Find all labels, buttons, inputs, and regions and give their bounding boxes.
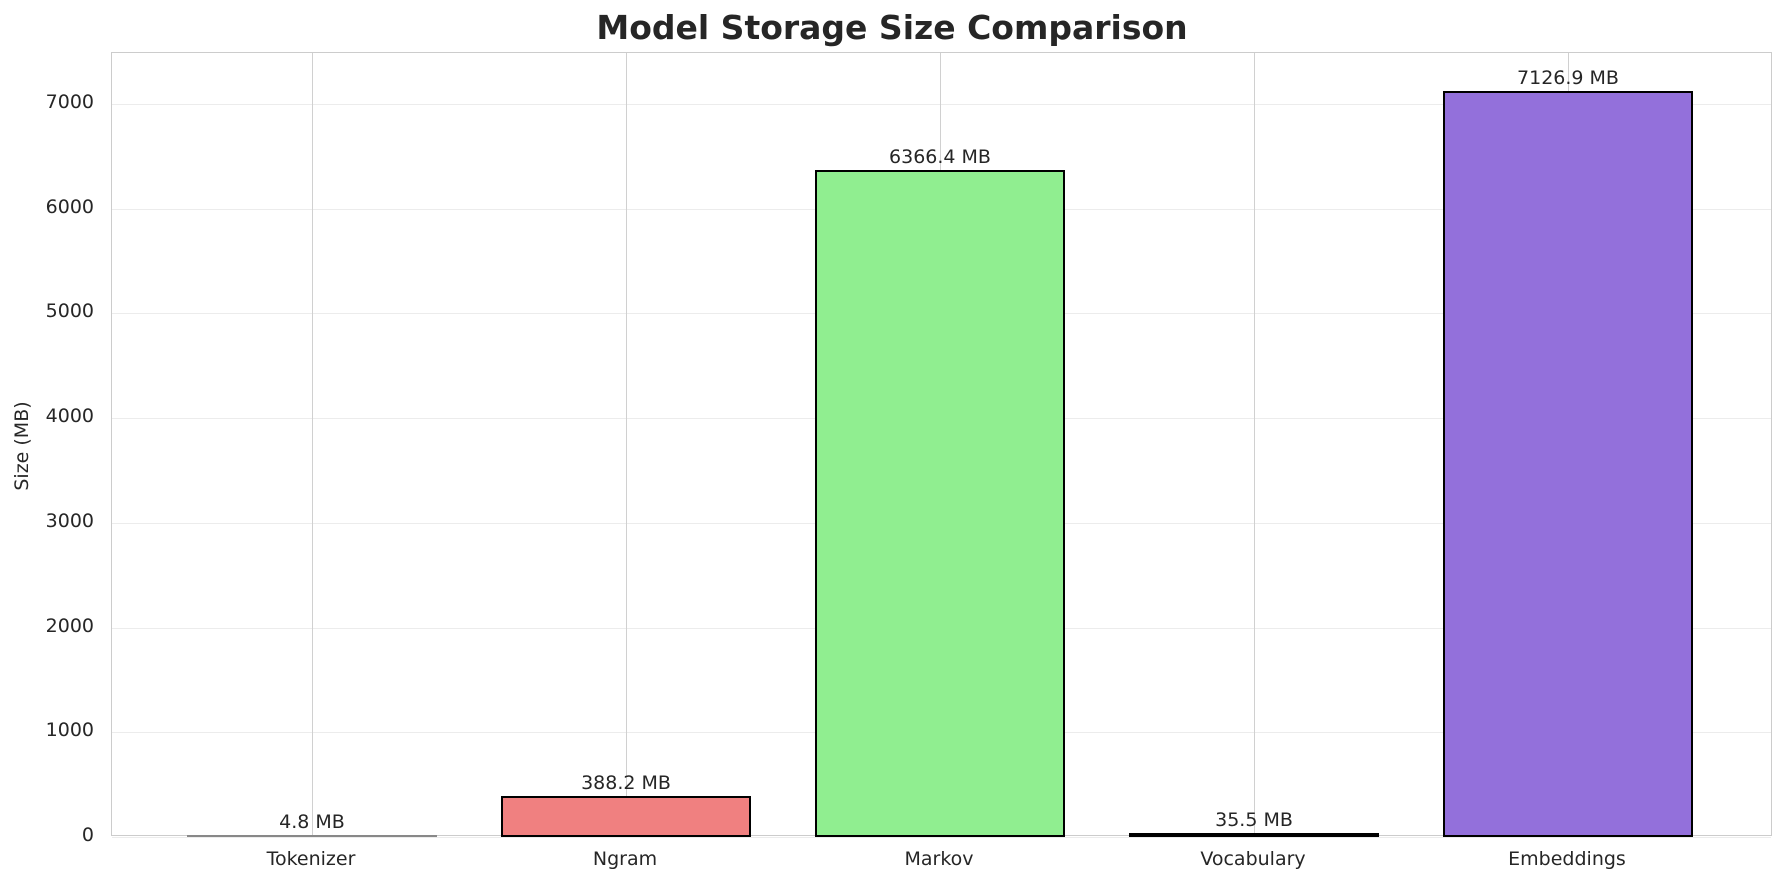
bar-vocabulary [1129, 833, 1379, 838]
x-tick-label: Tokenizer [266, 848, 356, 870]
bar-value-label: 388.2 MB [581, 772, 671, 795]
y-tick-label: 3000 [45, 509, 94, 532]
bar-ngram [501, 796, 751, 837]
x-gridline [1254, 53, 1255, 835]
y-tick-label: 5000 [45, 300, 94, 323]
bar-value-label: 35.5 MB [1215, 809, 1293, 832]
x-gridline [626, 53, 627, 835]
bar-tokenizer [187, 835, 437, 837]
x-tick-label: Vocabulary [1200, 848, 1306, 870]
y-tick-label: 0 [81, 824, 94, 846]
y-tick-label: 7000 [45, 90, 94, 113]
bar-value-label: 7126.9 MB [1517, 66, 1619, 89]
x-tick-label: Markov [904, 848, 974, 870]
x-tick-label: Embeddings [1508, 848, 1626, 870]
x-gridline [312, 53, 313, 835]
x-tick-label: Ngram [592, 848, 658, 870]
y-tick-label: 1000 [45, 719, 94, 742]
plot-area: 4.8 MB 388.2 MB 6366.4 MB 35.5 MB 7126.9 MB [111, 52, 1772, 838]
bar-embeddings [1443, 90, 1693, 837]
bar-value-label: 6366.4 MB [889, 146, 991, 169]
y-gridline [112, 103, 1771, 105]
y-tick-label: 2000 [45, 614, 94, 637]
bar-markov [815, 170, 1065, 837]
y-tick-label: 4000 [45, 405, 94, 428]
bar-value-label: 4.8 MB [279, 811, 345, 833]
chart-title: Model Storage Size Comparison [596, 8, 1188, 47]
y-tick-label: 6000 [45, 195, 94, 218]
y-gridline [112, 837, 1771, 838]
